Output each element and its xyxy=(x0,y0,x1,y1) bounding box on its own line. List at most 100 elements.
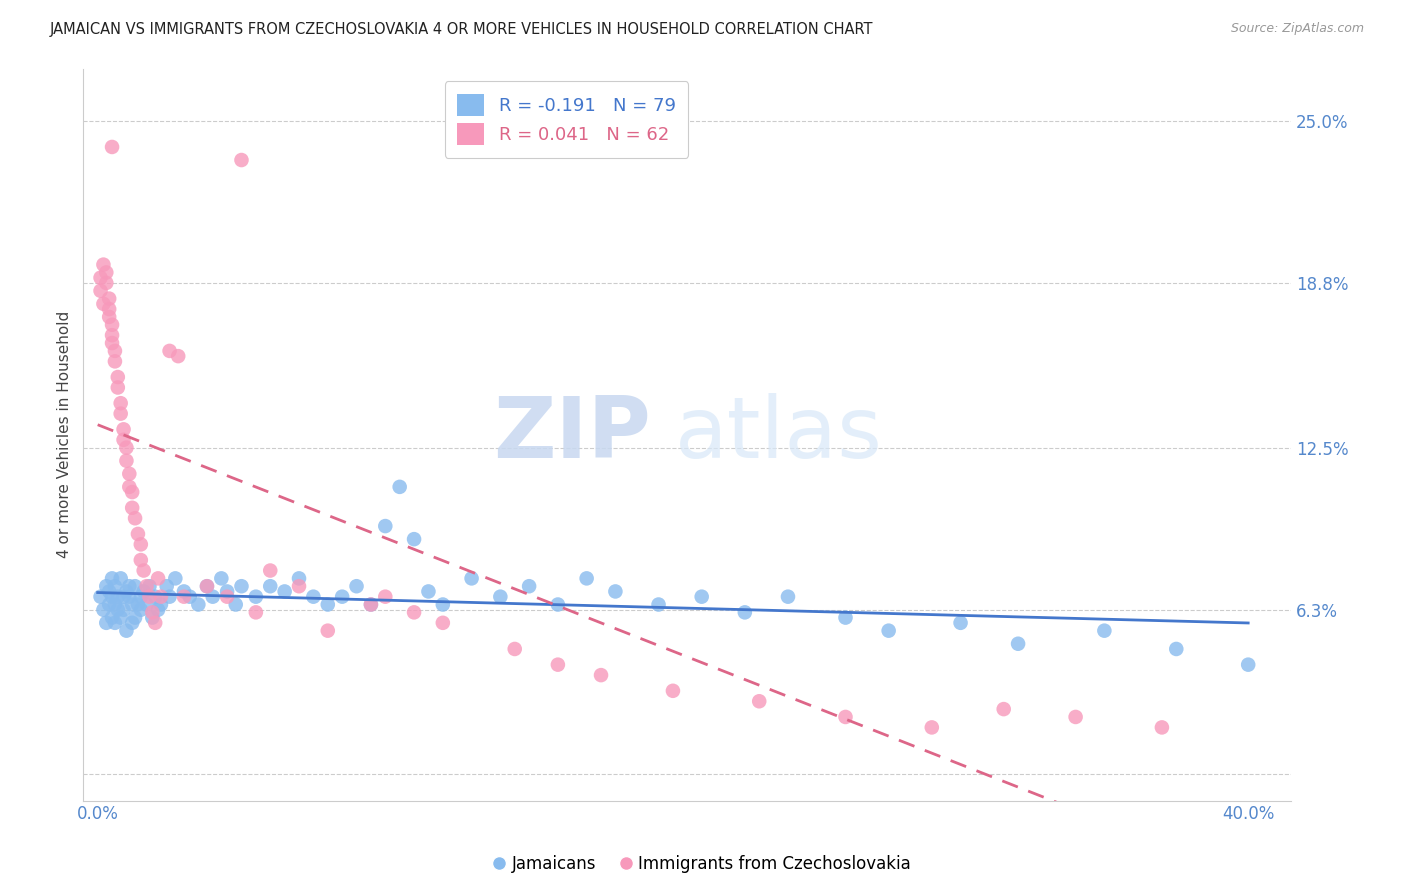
Point xyxy=(173,584,195,599)
Point xyxy=(388,480,411,494)
Point xyxy=(98,310,121,324)
Point xyxy=(460,571,482,585)
Point xyxy=(245,606,267,620)
Point xyxy=(132,564,155,578)
Point xyxy=(187,598,209,612)
Point xyxy=(135,579,157,593)
Point xyxy=(662,683,685,698)
Point xyxy=(1237,657,1260,672)
Point xyxy=(1150,720,1173,734)
Point xyxy=(124,610,146,624)
Point xyxy=(127,527,149,541)
Point xyxy=(273,584,295,599)
Point xyxy=(96,276,118,290)
Point xyxy=(231,153,253,167)
Point xyxy=(112,603,135,617)
Point xyxy=(98,584,121,599)
Point xyxy=(118,467,141,481)
Point xyxy=(143,615,166,630)
Point xyxy=(195,579,218,593)
Y-axis label: 4 or more Vehicles in Household: 4 or more Vehicles in Household xyxy=(58,311,72,558)
Point xyxy=(201,590,224,604)
Point xyxy=(135,598,157,612)
Point xyxy=(259,579,281,593)
Point xyxy=(107,603,129,617)
Point xyxy=(118,480,141,494)
Point xyxy=(101,590,124,604)
Point xyxy=(110,396,132,410)
Point xyxy=(112,422,135,436)
Point xyxy=(124,511,146,525)
Point xyxy=(101,140,124,154)
Point xyxy=(96,579,118,593)
Text: ZIP: ZIP xyxy=(494,393,651,476)
Legend: R = -0.191   N = 79, R = 0.041   N = 62: R = -0.191 N = 79, R = 0.041 N = 62 xyxy=(444,81,689,158)
Point xyxy=(115,624,138,638)
Point xyxy=(90,270,112,285)
Point xyxy=(132,584,155,599)
Point xyxy=(104,579,127,593)
Point xyxy=(1166,642,1188,657)
Point xyxy=(156,579,179,593)
Point xyxy=(776,590,799,604)
Point xyxy=(547,657,569,672)
Text: atlas: atlas xyxy=(675,393,883,476)
Point xyxy=(101,336,124,351)
Point xyxy=(877,624,900,638)
Point xyxy=(141,606,163,620)
Text: Source: ZipAtlas.com: Source: ZipAtlas.com xyxy=(1230,22,1364,36)
Point xyxy=(302,590,325,604)
Point xyxy=(143,590,166,604)
Point xyxy=(173,590,195,604)
Point xyxy=(316,624,339,638)
Point xyxy=(374,590,396,604)
Point xyxy=(1007,637,1029,651)
Point xyxy=(98,598,121,612)
Point xyxy=(101,571,124,585)
Point xyxy=(418,584,440,599)
Point xyxy=(138,579,160,593)
Point xyxy=(834,610,856,624)
Point xyxy=(489,590,512,604)
Point xyxy=(217,584,239,599)
Point xyxy=(121,500,143,515)
Point xyxy=(245,590,267,604)
Point xyxy=(690,590,713,604)
Point xyxy=(90,284,112,298)
Point xyxy=(360,598,382,612)
Point xyxy=(834,710,856,724)
Point xyxy=(129,590,152,604)
Point xyxy=(149,590,172,604)
Point xyxy=(101,610,124,624)
Point xyxy=(141,610,163,624)
Point xyxy=(146,571,169,585)
Point xyxy=(503,642,526,657)
Point xyxy=(104,354,127,368)
Point xyxy=(107,590,129,604)
Text: JAMAICAN VS IMMIGRANTS FROM CZECHOSLOVAKIA 4 OR MORE VEHICLES IN HOUSEHOLD CORRE: JAMAICAN VS IMMIGRANTS FROM CZECHOSLOVAK… xyxy=(49,22,873,37)
Point xyxy=(209,571,232,585)
Point xyxy=(993,702,1015,716)
Point xyxy=(110,571,132,585)
Point xyxy=(316,598,339,612)
Point xyxy=(167,349,190,363)
Point xyxy=(124,579,146,593)
Point xyxy=(129,537,152,551)
Point xyxy=(118,590,141,604)
Point xyxy=(110,407,132,421)
Point xyxy=(127,598,149,612)
Point xyxy=(605,584,627,599)
Point xyxy=(225,598,247,612)
Point xyxy=(360,598,382,612)
Point xyxy=(217,590,239,604)
Point xyxy=(104,598,127,612)
Point xyxy=(589,668,612,682)
Point xyxy=(101,318,124,332)
Point xyxy=(112,433,135,447)
Point xyxy=(93,258,115,272)
Point xyxy=(98,301,121,316)
Point xyxy=(288,571,311,585)
Point xyxy=(288,579,311,593)
Point xyxy=(96,265,118,279)
Point xyxy=(259,564,281,578)
